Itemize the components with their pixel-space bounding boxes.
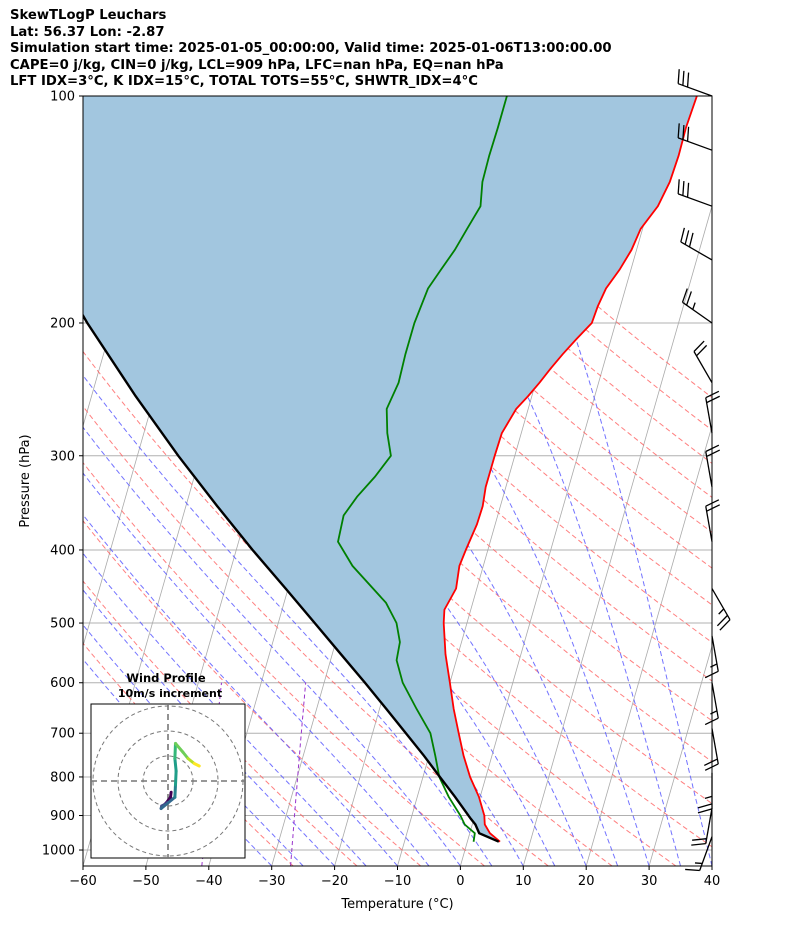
moist-adiabat-line — [83, 624, 304, 866]
chart-header: SkewTLogP Leuchars Lat: 56.37 Lon: -2.87… — [10, 8, 612, 91]
mixing-ratio-line — [290, 682, 307, 866]
y-tick-label: 300 — [50, 449, 75, 464]
dry-adiabat-line — [83, 520, 422, 866]
x-tick-label: −40 — [195, 874, 222, 889]
moist-adiabat-line — [83, 552, 367, 866]
wind-barb — [705, 444, 720, 488]
isotherm-line — [648, 644, 712, 866]
chart-title: SkewTLogP Leuchars — [10, 8, 167, 23]
dry-adiabat-line — [83, 245, 712, 848]
x-tick-label: −30 — [258, 874, 285, 889]
y-tick-label: 500 — [50, 617, 75, 632]
wind-barb — [705, 499, 720, 542]
y-tick-label: 900 — [50, 809, 75, 824]
dry-adiabat-line — [340, 96, 712, 431]
x-tick-label: 10 — [515, 874, 532, 889]
dewpoint-line — [337, 96, 508, 842]
moist-adiabat-line — [83, 374, 493, 866]
wind-barb — [680, 227, 713, 261]
y-tick-label: 100 — [50, 90, 75, 105]
isotherm-line — [522, 204, 712, 866]
hodograph-segment — [159, 795, 177, 810]
profiles — [83, 96, 698, 843]
indices-line: CAPE=0 j/kg, CIN=0 j/kg, LCL=909 hPa, LF… — [10, 57, 504, 73]
wind-barb — [704, 728, 719, 771]
wind-barb — [677, 179, 713, 207]
hodograph-segment — [174, 769, 178, 787]
x-tick-label: 40 — [704, 874, 721, 889]
y-axis-label: Pressure (hPa) — [18, 434, 33, 527]
x-tick-label: −60 — [69, 874, 96, 889]
hodograph-segment — [173, 742, 177, 760]
y-tick-label: 400 — [50, 543, 75, 558]
x-tick-label: 20 — [578, 874, 595, 889]
moist-adiabat-line — [490, 322, 681, 866]
isotherm-line — [585, 424, 712, 866]
dry-adiabat-line — [83, 297, 677, 866]
hodograph-segment — [174, 742, 185, 754]
x-tick-label: −20 — [321, 874, 348, 889]
x-tick-label: −50 — [132, 874, 159, 889]
wind-barb — [681, 288, 713, 324]
x-axis-label: Temperature (°C) — [340, 897, 453, 912]
y-tick-label: 600 — [50, 676, 75, 691]
moist-adiabat-line — [83, 426, 461, 866]
moist-adiabat-line — [83, 589, 335, 866]
y-tick-label: 800 — [50, 770, 75, 785]
hodograph-title: Wind Profile — [126, 671, 206, 685]
y-tick-label: 700 — [50, 727, 75, 742]
dry-adiabat-line — [83, 350, 613, 866]
temperature-line — [442, 96, 698, 843]
hodograph-segment — [173, 757, 178, 773]
wind-barb — [693, 340, 713, 384]
wind-barb — [697, 772, 713, 814]
moist-adiabat-line — [83, 472, 430, 866]
wind-barb — [677, 123, 713, 151]
hodograph-segment — [192, 762, 201, 768]
hodograph-ring — [117, 730, 219, 832]
dry-adiabat-line — [83, 642, 294, 866]
wind-barb — [711, 588, 731, 631]
hodograph-segment — [173, 783, 177, 799]
wind-barbs — [677, 69, 731, 872]
x-tick-label: 0 — [456, 874, 464, 889]
cape-area — [83, 96, 697, 842]
moist-adiabat-line — [570, 322, 712, 866]
dry-adiabat-line — [83, 580, 358, 866]
stability-line: LFT IDX=3°C, K IDX=15°C, TOTAL TOTS=55°C… — [10, 74, 478, 90]
isotherm-line — [711, 864, 712, 866]
parcel-line — [83, 313, 500, 843]
time-line: Simulation start time: 2025-01-05_00:00:… — [10, 41, 612, 57]
cape-fill — [83, 96, 697, 842]
y-tick-label: 200 — [50, 316, 75, 331]
x-tick-label: 30 — [641, 874, 658, 889]
axes: −60 −50 −40 −30 −20 −10 0 10 20 30 40 1000 900 800 700… — [18, 90, 720, 913]
hodograph-inset: Wind Profile 10m/s increment — [90, 671, 246, 859]
hodograph-subtitle: 10m/s increment — [118, 687, 222, 700]
dry-adiabat-line — [242, 96, 712, 533]
y-tick-label: 1000 — [42, 844, 75, 859]
wind-barb — [685, 836, 713, 872]
x-tick-label: −10 — [384, 874, 411, 889]
wind-barb — [677, 69, 713, 97]
moist-adiabat-line — [141, 322, 556, 866]
location-line: Lat: 56.37 Lon: -2.87 — [10, 24, 165, 40]
moist-adiabat-line — [390, 322, 650, 866]
wind-barb — [691, 808, 713, 846]
